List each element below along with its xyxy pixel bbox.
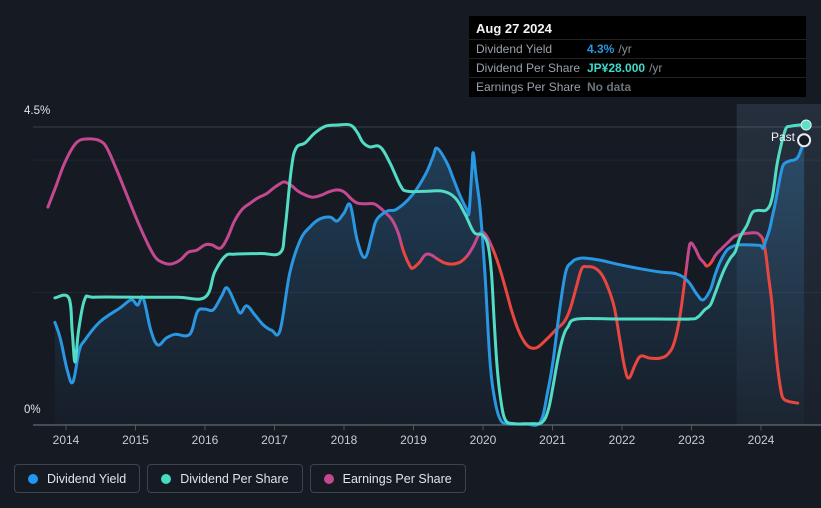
y-axis-label-max: 4.5% (24, 105, 51, 117)
x-tick-label: 2016 (192, 433, 219, 447)
legend-item-dividend-yield[interactable]: Dividend Yield (14, 464, 141, 493)
tooltip-row-label: Earnings Per Share (476, 80, 581, 94)
tooltip-row-dividend-yield: Dividend Yield 4.3% /yr (469, 39, 806, 58)
x-tick-label: 2024 (748, 433, 775, 447)
x-tick-label: 2017 (261, 433, 288, 447)
end-marker-dot-dividend-per-share (800, 119, 812, 131)
tooltip-row-value: JP¥28.000 (587, 61, 646, 75)
legend-dot-dividend-per-share-icon (161, 473, 172, 484)
legend-item-earnings-per-share[interactable]: Earnings Per Share (309, 464, 466, 493)
legend-label: Earnings Per Share (342, 471, 452, 486)
legend-dot-earnings-per-share-icon (323, 473, 334, 484)
x-tick-label: 2022 (609, 433, 636, 447)
series-line-dividend-yield (53, 138, 806, 427)
x-tick-label: 2021 (539, 433, 566, 447)
tooltip-row-label: Dividend Per Share (476, 61, 581, 75)
y-axis-label-zero: 0% (24, 404, 41, 416)
tooltip-row-suffix: /yr (618, 42, 632, 56)
series-area-dividend-yield (54, 140, 805, 426)
legend-label: Dividend Yield (47, 471, 127, 486)
x-tick-label: 2023 (678, 433, 705, 447)
x-tick-label: 2018 (331, 433, 358, 447)
x-tick-label: 2020 (470, 433, 497, 447)
legend-label: Dividend Per Share (180, 471, 289, 486)
legend-dot-dividend-yield-icon (28, 473, 38, 484)
tooltip-date: Aug 27 2024 (476, 21, 552, 36)
tooltip-row-label: Dividend Yield (476, 42, 553, 56)
tooltip-row-suffix: /yr (649, 61, 663, 75)
tooltip: Aug 27 2024 Dividend Yield 4.3% /yr Divi… (469, 16, 806, 97)
tooltip-row-value: 4.3% (587, 42, 615, 56)
tooltip-row-dividend-per-share: Dividend Per Share JP¥28.000 /yr (469, 58, 806, 77)
tooltip-row-earnings-per-share: Earnings Per Share No data (469, 77, 806, 96)
x-tick-label: 2019 (400, 433, 427, 447)
end-marker-ring-dividend-yield (797, 133, 812, 148)
x-tick-label: 2015 (122, 433, 149, 447)
series-line-dividend-per-share (53, 122, 808, 426)
x-tick-label: 2014 (53, 433, 80, 447)
legend: Dividend Yield Dividend Per Share Earnin… (14, 464, 466, 493)
legend-item-dividend-per-share[interactable]: Dividend Per Share (147, 464, 303, 493)
past-annotation: Past (770, 130, 795, 144)
tooltip-row-value: No data (587, 80, 632, 94)
